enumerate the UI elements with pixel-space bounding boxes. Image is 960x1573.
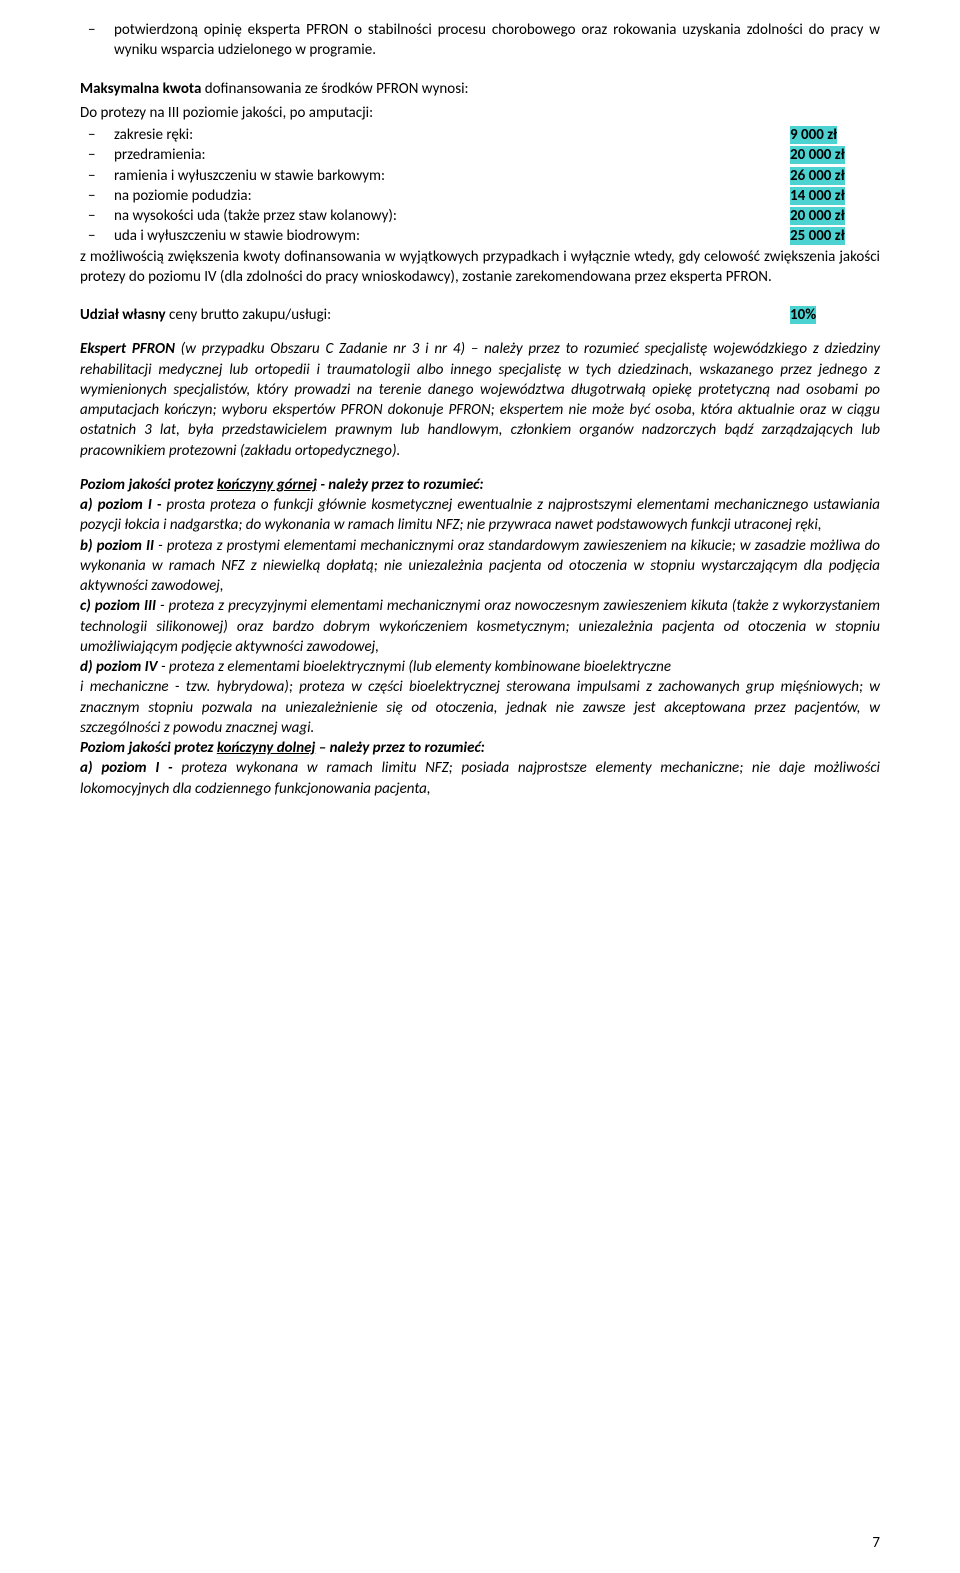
lower-limb-heading: Poziom jakości protez kończyny dolnej – … [80, 738, 880, 758]
amount-value: 9 000 zł [790, 126, 837, 144]
level-d-line1: d) poziom IV - proteza z elementami bioe… [80, 657, 880, 677]
expert-definition: Ekspert PFRON (w przypadku Obszaru C Zad… [80, 339, 880, 461]
lower-level-a: a) poziom I - proteza wykonana w ramach … [80, 758, 880, 799]
lower-level-a-text: proteza wykonana w ramach limitu NFZ; po… [80, 759, 880, 797]
level-a-text: prosta proteza o funkcji głównie kosmety… [80, 496, 880, 534]
max-amount-block: Maksymalna kwota dofinansowania ze środk… [80, 79, 880, 288]
level-c: c) poziom III - proteza z precyzyjnymi e… [80, 596, 880, 657]
amount-label: na wysokości uda (także przez staw kolan… [114, 206, 790, 226]
max-amount-bold: Maksymalna kwota [80, 80, 201, 98]
level-d-label: d) poziom IV [80, 658, 158, 676]
amount-value: 20 000 zł [790, 146, 845, 164]
amount-label: zakresie ręki: [114, 125, 790, 145]
amount-label: przedramienia: [114, 145, 790, 165]
amount-label: ramienia i wyłuszczeniu w stawie barkowy… [114, 166, 790, 186]
amount-row: zakresie ręki: 9 000 zł [114, 125, 880, 145]
amount-row: uda i wyłuszczeniu w stawie biodrowym: 2… [114, 226, 880, 246]
amount-value: 25 000 zł [790, 227, 845, 245]
heading-underline: kończyny dolnej [217, 739, 316, 757]
level-b-label: b) poziom II [80, 537, 154, 555]
expert-text: (w przypadku Obszaru C Zadanie nr 3 i nr… [80, 340, 880, 459]
heading-underline: kończyny górnej [217, 476, 317, 494]
heading-part2: - należy przez to rozumieć: [317, 476, 484, 494]
top-bullet-list: potwierdzoną opinię eksperta PFRON o sta… [80, 20, 880, 61]
amount-row: przedramienia: 20 000 zł [114, 145, 880, 165]
amount-row: na poziomie podudzia: 14 000 zł [114, 186, 880, 206]
lower-level-a-label: a) poziom I - [80, 759, 173, 777]
level-a: a) poziom I - prosta proteza o funkcji g… [80, 495, 880, 536]
top-bullet-item: potwierdzoną opinię eksperta PFRON o sta… [114, 20, 880, 61]
amount-row: na wysokości uda (także przez staw kolan… [114, 206, 880, 226]
amount-label: na poziomie podudzia: [114, 186, 790, 206]
level-b-text: - proteza z prostymi elementami mechanic… [80, 537, 880, 596]
max-amount-intro: Maksymalna kwota dofinansowania ze środk… [80, 79, 880, 99]
heading-part2: – należy przez to rozumieć: [315, 739, 484, 757]
own-share-rest: ceny brutto zakupu/usługi: [166, 306, 331, 324]
level-d-line2: i mechaniczne - tzw. hybrydowa); proteza… [80, 677, 880, 738]
amount-label: uda i wyłuszczeniu w stawie biodrowym: [114, 226, 790, 246]
own-share-bold: Udział własny [80, 306, 166, 324]
level-c-label: c) poziom III [80, 597, 156, 615]
heading-part1: Poziom jakości protez [80, 739, 217, 757]
own-share-value: 10% [790, 306, 816, 324]
heading-part1: Poziom jakości protez [80, 476, 217, 494]
level-a-label: a) poziom I - [80, 496, 161, 514]
level-b: b) poziom II - proteza z prostymi elemen… [80, 536, 880, 597]
upper-limb-heading: Poziom jakości protez kończyny górnej - … [80, 475, 880, 495]
after-list-text: z możliwością zwiększenia kwoty dofinans… [80, 247, 880, 288]
max-amount-rest: dofinansowania ze środków PFRON wynosi: [201, 80, 468, 98]
upper-limb-levels: Poziom jakości protez kończyny górnej - … [80, 475, 880, 799]
page-number: 7 [872, 1533, 880, 1553]
amount-value: 20 000 zł [790, 207, 845, 225]
expert-bold: Ekspert PFRON [80, 340, 175, 358]
amount-value: 26 000 zł [790, 167, 845, 185]
amount-value: 14 000 zł [790, 187, 845, 205]
level-d-text1: - proteza z elementami bioelektrycznymi … [158, 658, 672, 676]
amount-list: zakresie ręki: 9 000 zł przedramienia: 2… [80, 125, 880, 247]
amount-row: ramienia i wyłuszczeniu w stawie barkowy… [114, 166, 880, 186]
document-page: potwierdzoną opinię eksperta PFRON o sta… [40, 0, 920, 1573]
own-share-line: Udział własny ceny brutto zakupu/usługi:… [80, 305, 880, 325]
level-c-text: - proteza z precyzyjnymi elementami mech… [80, 597, 880, 656]
max-amount-subintro: Do protezy na III poziomie jakości, po a… [80, 103, 880, 123]
